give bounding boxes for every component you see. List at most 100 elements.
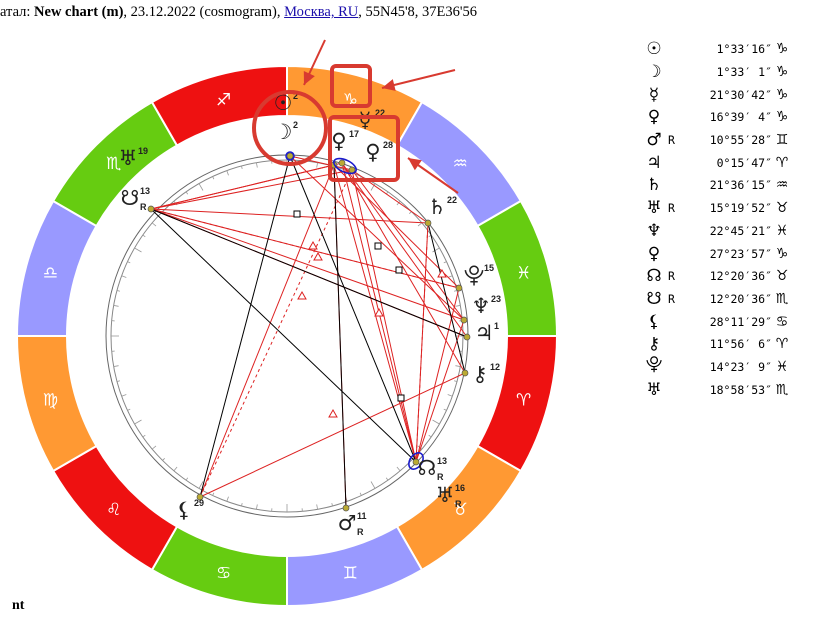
planet-chiron-degree: 12	[490, 362, 500, 372]
highlight-sun-moon	[252, 90, 328, 166]
planet-glyph: ☿	[648, 84, 660, 105]
position-value: 1°33′16″	[716, 42, 772, 57]
chart-name: New chart (m)	[34, 4, 124, 20]
zodiac-glyph: ♈	[516, 390, 531, 410]
zodiac-glyph: ♏	[106, 154, 121, 174]
position-row: ♅ R 15°19′52″ ♉	[640, 197, 792, 220]
zodiac-glyph: ♐	[216, 90, 231, 110]
planet-north-node-glyph: ☊	[418, 456, 437, 480]
planet-glyph: ♅	[646, 379, 662, 400]
planet-sun-degree: 2	[293, 91, 298, 101]
zodiac-glyph: ♉	[453, 500, 468, 520]
highlight-venus-pluto	[328, 115, 400, 182]
planet-transpluto-degree: 19	[138, 146, 148, 156]
planet-mars-degree: 11	[357, 511, 367, 521]
sign-glyph: ♑	[775, 64, 789, 81]
position-value: 12°20′36″	[709, 269, 772, 284]
sign-glyph: ♒	[775, 177, 789, 194]
planet-venus-degree: 17	[349, 129, 359, 139]
position-row: ♀ 16°39′ 4″ ♑	[640, 106, 792, 129]
position-value: 28°11′29″	[709, 314, 772, 329]
position-row: ☉ 1°33′16″ ♑	[640, 38, 792, 61]
planet-saturn-glyph: ♄	[428, 195, 447, 219]
position-row: ⚸ 28°11′29″ ♋	[640, 310, 792, 333]
sign-glyph: ♈	[775, 154, 789, 171]
position-value: 1°33′ 1″	[716, 65, 772, 80]
planet-north-node-degree: 13	[437, 456, 447, 466]
planet-mars-retro: R	[357, 527, 364, 537]
position-value: 21°30′42″	[709, 87, 772, 102]
sign-glyph: ♊	[775, 132, 789, 149]
sign-glyph: ♏	[775, 381, 789, 398]
planet-glyph: ⚸	[647, 311, 661, 332]
inner-disc	[67, 116, 507, 556]
position-row: ♆ 22°45′21″ ♓	[640, 220, 792, 243]
planet-glyph: ♄	[646, 175, 662, 196]
planet-glyph: ♆	[646, 220, 662, 241]
planet-lilith-degree: 29	[194, 498, 204, 508]
planet-glyph: ⚷	[647, 334, 661, 355]
chart-details: , 23.12.2022 (cosmogram),	[123, 4, 285, 20]
planet-mercury-glyph: ☿	[359, 108, 372, 132]
annotation-arrow	[382, 79, 396, 91]
planet-proserpina-glyph: ⯓	[464, 263, 485, 287]
sign-glyph: ♈	[775, 336, 789, 353]
chart-coords: , 55N45'8, 37E36'56	[358, 4, 478, 20]
sign-glyph: ♓	[775, 222, 789, 239]
place-link[interactable]: Москва, RU	[284, 4, 359, 20]
sign-glyph: ♉	[775, 200, 789, 217]
planet-proserpina-degree: 15	[484, 263, 494, 273]
position-value: 15°19′52″	[709, 201, 772, 216]
planet-glyph: ♂	[646, 130, 662, 151]
position-value: 21°36′15″	[709, 178, 772, 193]
planet-jupiter-degree: 1	[494, 321, 499, 331]
planet-south-node-glyph: ☋	[121, 186, 140, 210]
sign-glyph: ♋	[775, 313, 789, 330]
position-value: 22°45′21″	[709, 223, 772, 238]
sign-glyph: ♑	[775, 245, 789, 262]
highlight-capricorn	[330, 64, 372, 108]
sign-glyph: ♑	[775, 109, 789, 126]
sign-glyph: ♑	[775, 86, 789, 103]
position-value: 11°56′ 6″	[709, 337, 772, 352]
position-row: ☽ 1°33′ 1″ ♑	[640, 61, 792, 84]
footer-label: nt	[12, 598, 25, 613]
planet-positions-table: ☉ 1°33′16″ ♑ ☽ 1°33′ 1″ ♑ ☿ 21°30′42″ ♑ ♀ 16°39′ 4…	[640, 38, 792, 401]
planet-uranus-retro: R	[455, 499, 462, 509]
planet-uranus-glyph: ♅	[436, 483, 455, 507]
planet-south-node-retro: R	[140, 202, 147, 212]
position-row: ⚷ 11°56′ 6″ ♈	[640, 333, 792, 356]
planet-chiron-glyph: ⚷	[472, 362, 487, 386]
retro-flag: R	[668, 269, 675, 284]
position-row: ⯓ 14°23′ 9″ ♓	[640, 355, 792, 379]
planet-moon-glyph: ☽	[274, 120, 293, 144]
position-value: 0°15′47″	[716, 155, 772, 170]
planet-glyph: ♅	[646, 198, 662, 219]
planet-sun-glyph: ☉	[274, 91, 293, 115]
position-row: ♂ R 10°55′28″ ♊	[640, 129, 792, 152]
planet-glyph: ♃	[646, 152, 662, 173]
zodiac-glyph: ♌	[106, 500, 121, 520]
position-value: 27°23′57″	[709, 246, 772, 261]
chart-header: атал: New chart (m), 23.12.2022 (cosmogr…	[0, 4, 477, 21]
sign-glyph: ♓	[775, 358, 789, 375]
position-value: 12°20′36″	[709, 291, 772, 306]
position-row: ♃ 0°15′47″ ♈	[640, 151, 792, 174]
planet-pluto-chart-glyph: ♀	[365, 140, 380, 164]
retro-flag: R	[668, 201, 675, 216]
planet-glyph: ☽	[646, 62, 662, 83]
position-row: ♀ 27°23′57″ ♑	[640, 242, 792, 265]
position-row: ♅ 18°58′53″ ♏	[640, 378, 792, 401]
planet-moon-degree: 2	[293, 120, 298, 130]
annotation-arrow	[408, 158, 422, 171]
planet-north-node-retro: R	[437, 472, 444, 482]
planet-glyphs: ☉ 2☽ 2 ☿ 22♀ 17♀ 28♄ 22⯓ 15♆ 23♃ 1⚷ 12☊ 13R♅ 16R♂ 11R⚸…	[119, 91, 501, 537]
position-row: ♄ 21°36′15″ ♒	[640, 174, 792, 197]
planet-lilith-glyph: ⚸	[176, 498, 191, 522]
planet-pluto-chart-degree: 28	[383, 140, 393, 150]
sign-glyph: ♏	[775, 290, 789, 307]
position-row: ☿ 21°30′42″ ♑	[640, 83, 792, 106]
position-value: 18°58′53″	[709, 382, 772, 397]
zodiac-glyph: ♓	[516, 264, 531, 284]
